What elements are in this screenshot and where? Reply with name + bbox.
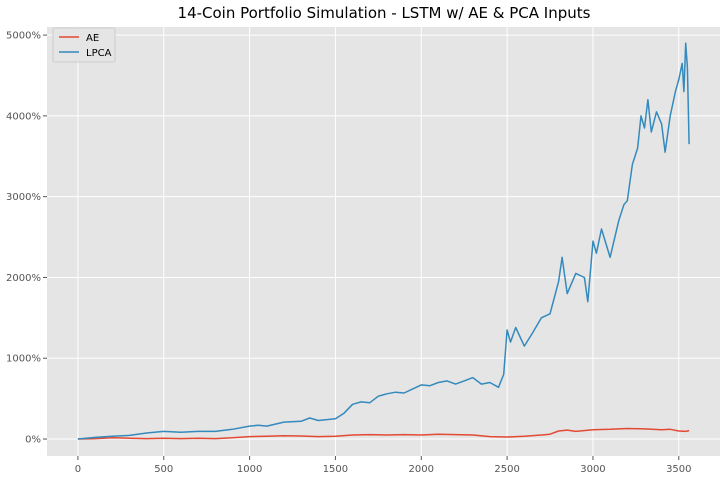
series-line-ae: [77, 427, 690, 440]
x-tick-label: 1500: [323, 464, 348, 475]
y-tick-label: 1000%: [6, 354, 41, 365]
x-axis: 0 500 1000 1500 2000 2500 3000 3500: [75, 456, 692, 475]
y-tick-label: 5000%: [6, 31, 41, 42]
series-line-lpca: [77, 42, 690, 440]
x-tick-label: 500: [154, 464, 173, 475]
x-tick-label: 1000: [237, 464, 262, 475]
x-tick-label: 2500: [494, 464, 519, 475]
x-tick-label: 3000: [580, 464, 605, 475]
y-axis: 0% 1000% 2000% 3000% 4000% 5000%: [6, 31, 47, 446]
y-tick-label: 3000%: [6, 192, 41, 203]
y-tick-label: 4000%: [6, 111, 41, 122]
x-tick-label: 0: [75, 464, 81, 475]
chart-title: 14-Coin Portfolio Simulation - LSTM w/ A…: [178, 4, 591, 22]
grid: [47, 27, 720, 456]
legend-label-lpca: LPCA: [86, 48, 112, 59]
x-tick-label: 2000: [409, 464, 434, 475]
y-tick-label: 2000%: [6, 273, 41, 284]
y-tick-label: 0%: [25, 435, 41, 446]
legend-label-ae: AE: [86, 33, 99, 44]
series-layer: [77, 42, 690, 440]
plot-background: [47, 27, 720, 456]
x-tick-label: 3500: [666, 464, 691, 475]
legend: AE LPCA: [52, 27, 116, 63]
